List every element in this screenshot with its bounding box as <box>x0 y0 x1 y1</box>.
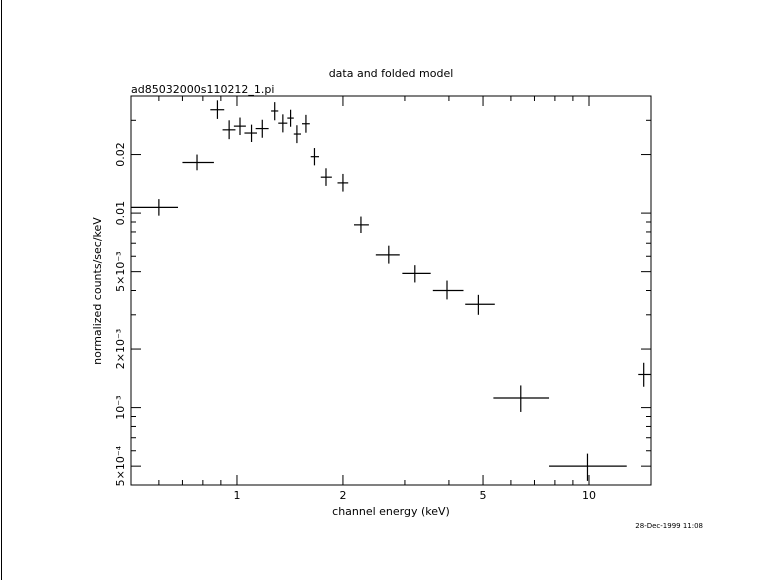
y-tick-label: 5×10⁻⁴ <box>114 445 127 486</box>
data-point <box>287 109 294 127</box>
data-point <box>320 168 332 186</box>
data-point <box>337 173 349 192</box>
data-point <box>402 265 431 283</box>
data-point <box>310 148 319 166</box>
y-tick-labels: 5×10⁻⁴ 10⁻³ 2×10⁻³ 5×10⁻³ 0.01 0.02 <box>114 142 127 486</box>
y-tick-label: 10⁻³ <box>114 395 127 419</box>
data-point <box>210 100 225 119</box>
data-point <box>278 114 288 133</box>
data-point <box>638 362 651 387</box>
data-point <box>244 124 258 143</box>
x-tick-labels: 1 2 5 10 <box>233 489 596 502</box>
plot-frame <box>130 95 652 486</box>
chart-title: data and folded model <box>329 67 454 80</box>
data-point <box>131 199 179 216</box>
data-point <box>432 280 464 300</box>
data-point <box>182 154 214 171</box>
y-tick-label: 5×10⁻³ <box>114 251 127 291</box>
y-tick-label: 0.01 <box>114 201 127 226</box>
chart-subtitle: ad85032000s110212_1.pi <box>131 83 274 96</box>
y-tick-label: 2×10⁻³ <box>114 329 127 369</box>
y-tick-label: 0.02 <box>114 142 127 167</box>
data-point <box>549 453 627 481</box>
x-tick-label: 5 <box>480 489 487 502</box>
data-point <box>465 294 495 315</box>
data-point <box>375 245 400 264</box>
data-point <box>255 119 269 138</box>
timestamp: 28-Dec-1999 11:08 <box>635 522 703 530</box>
data-point <box>301 114 310 133</box>
data-point <box>271 102 279 121</box>
x-tick-label: 1 <box>233 489 240 502</box>
data-point <box>293 125 301 144</box>
data-point <box>222 120 236 140</box>
y-axis-label: normalized counts/sec/keV <box>91 217 104 365</box>
data-point <box>493 385 550 412</box>
x-axis-label: channel energy (keV) <box>332 505 450 518</box>
data-point <box>354 216 369 234</box>
data-points <box>131 100 651 481</box>
x-tick-label: 2 <box>339 489 346 502</box>
data-point <box>233 117 246 136</box>
x-tick-label: 10 <box>582 489 596 502</box>
